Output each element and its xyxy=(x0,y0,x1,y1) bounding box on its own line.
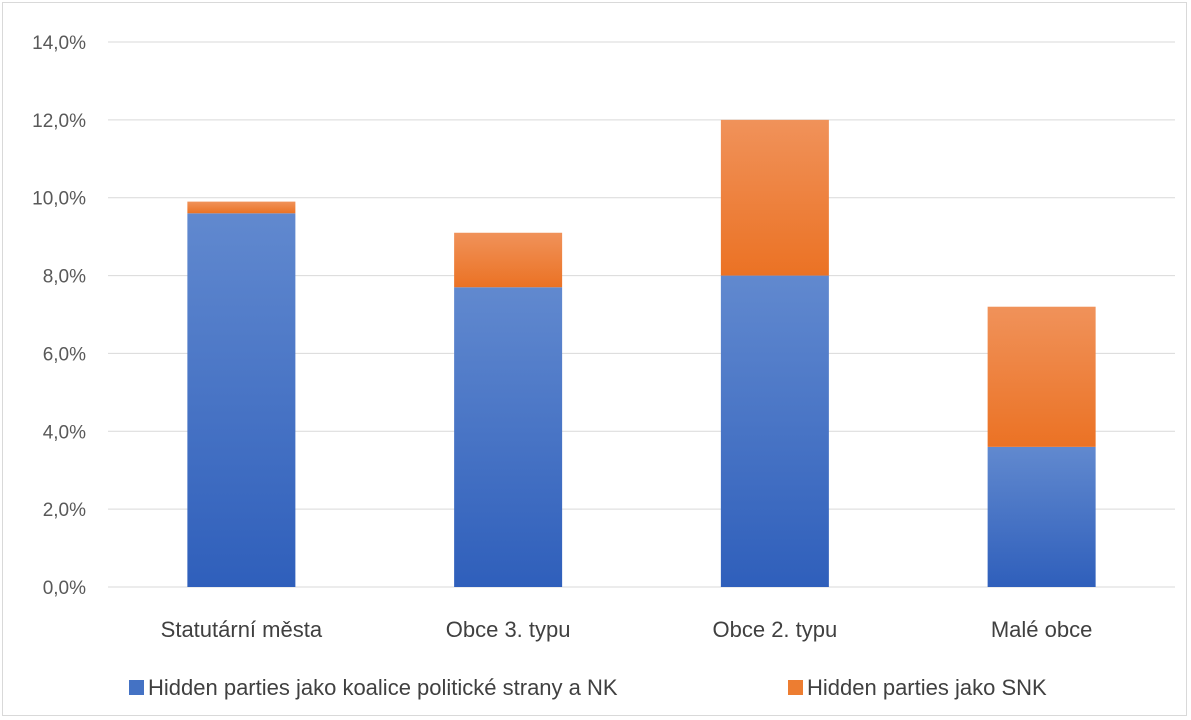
y-tick-label: 2,0% xyxy=(43,500,86,521)
y-tick-label: 6,0% xyxy=(43,344,86,365)
legend-swatch xyxy=(129,680,144,695)
y-tick-label: 10,0% xyxy=(32,189,86,210)
x-axis-categories: Statutární města Obce 3. typu Obce 2. typu… xyxy=(161,617,1093,642)
y-tick-label: 0,0% xyxy=(43,578,86,599)
y-tick-label: 14,0% xyxy=(32,33,86,54)
bar-segment-snk xyxy=(987,306,1096,447)
bars xyxy=(187,119,1096,588)
x-category-label: Obce 3. typu xyxy=(446,617,571,642)
y-tick-label: 12,0% xyxy=(32,111,86,132)
legend-label: Hidden parties jako SNK xyxy=(807,675,1047,700)
bar-segment-koalice xyxy=(720,275,829,587)
bar-segment-koalice xyxy=(454,287,563,587)
x-category-label: Statutární města xyxy=(161,617,323,642)
x-category-label: Malé obce xyxy=(991,617,1093,642)
y-tick-label: 4,0% xyxy=(43,422,86,443)
bar-segment-snk xyxy=(187,201,296,214)
legend-label: Hidden parties jako koalice politické st… xyxy=(148,675,618,700)
bar-segment-koalice xyxy=(987,446,1096,587)
y-tick-label: 8,0% xyxy=(43,267,86,288)
bar-segment-snk xyxy=(720,119,829,276)
bar-segment-snk xyxy=(454,232,563,288)
bar-segment-koalice xyxy=(187,213,296,588)
y-axis-ticks: 0,0% 2,0% 4,0% 6,0% 8,0% 10,0% 12,0% 14,0% xyxy=(32,33,86,599)
legend: Hidden parties jako koalice politické st… xyxy=(129,675,1047,700)
legend-swatch xyxy=(788,680,803,695)
x-category-label: Obce 2. typu xyxy=(713,617,838,642)
